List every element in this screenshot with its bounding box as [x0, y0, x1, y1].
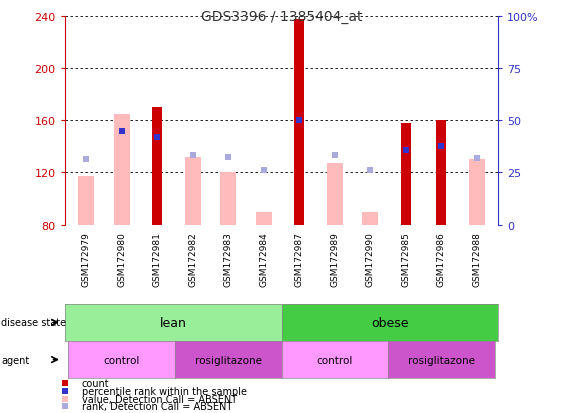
Text: GSM172989: GSM172989 [330, 231, 339, 286]
Bar [294, 20, 304, 225]
Text: control: control [104, 355, 140, 365]
Text: percentile rank within the sample: percentile rank within the sample [82, 386, 247, 396]
Bar [114, 114, 129, 225]
Text: GSM172984: GSM172984 [259, 231, 268, 286]
Bar [363, 212, 378, 225]
Text: GSM172990: GSM172990 [366, 231, 375, 286]
Text: rosiglitazone: rosiglitazone [195, 355, 262, 365]
Bar [469, 160, 485, 225]
Text: GSM172980: GSM172980 [117, 231, 126, 286]
Text: rank, Detection Call = ABSENT: rank, Detection Call = ABSENT [82, 401, 232, 411]
Text: GSM172985: GSM172985 [401, 231, 410, 286]
Bar [78, 177, 94, 225]
Text: count: count [82, 378, 109, 388]
Text: GSM172982: GSM172982 [188, 231, 197, 286]
Text: control: control [316, 355, 353, 365]
Text: GSM172987: GSM172987 [295, 231, 304, 286]
Bar [220, 173, 236, 225]
Text: rosiglitazone: rosiglitazone [408, 355, 475, 365]
Text: lean: lean [160, 316, 186, 329]
Text: value, Detection Call = ABSENT: value, Detection Call = ABSENT [82, 394, 237, 404]
Text: GSM172986: GSM172986 [437, 231, 446, 286]
Text: disease state: disease state [1, 318, 66, 328]
Text: GSM172979: GSM172979 [82, 231, 91, 286]
Text: GSM172983: GSM172983 [224, 231, 233, 286]
Text: agent: agent [1, 355, 29, 365]
Bar [401, 123, 411, 225]
Bar [152, 108, 162, 225]
Bar [436, 121, 446, 225]
Text: GSM172988: GSM172988 [472, 231, 481, 286]
Text: obese: obese [371, 316, 409, 329]
Bar [256, 212, 272, 225]
Text: GDS3396 / 1385404_at: GDS3396 / 1385404_at [201, 10, 362, 24]
Bar [327, 164, 343, 225]
Text: GSM172981: GSM172981 [153, 231, 162, 286]
Bar [185, 157, 200, 225]
